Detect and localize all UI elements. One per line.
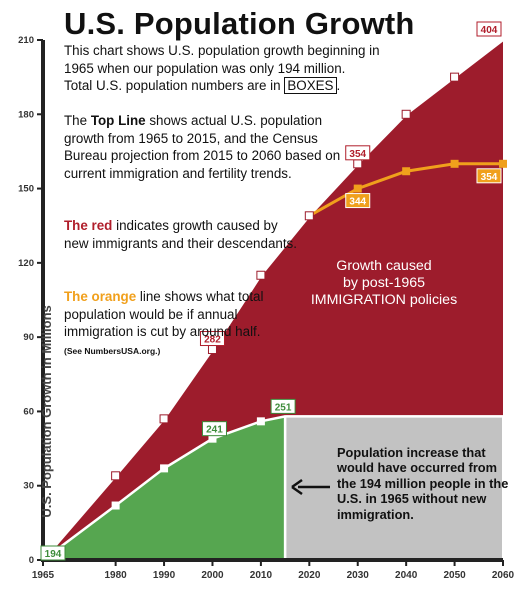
y-tick-label: 0	[29, 555, 34, 566]
red-area-label-line-1: Growth caused	[336, 258, 432, 274]
red-paragraph: The red indicates growth caused by new i…	[64, 217, 304, 252]
orange-line-marker	[353, 184, 362, 193]
intro-line-1: This chart shows U.S. population growth …	[64, 43, 380, 58]
data-label-box	[40, 545, 66, 561]
orange-line-marker	[402, 167, 411, 176]
y-tick-label: 120	[18, 258, 34, 269]
green-line-marker	[160, 464, 169, 473]
chart-title: U.S. Population Growth	[64, 6, 415, 41]
intro-line-3-prefix: Total U.S. population numbers are in	[64, 78, 281, 94]
data-label: 194	[45, 549, 62, 560]
intro-paragraph: This chart shows U.S. population growth …	[64, 42, 444, 95]
chart-lines	[42, 39, 504, 561]
x-tick-label: 2010	[250, 570, 273, 581]
orange-bold: The orange	[64, 289, 137, 304]
y-axis-title: U.S. Population Growth in Millions	[39, 305, 54, 517]
data-label-box	[201, 421, 227, 437]
top-line-marker	[159, 414, 169, 424]
x-tick-label: 2000	[201, 570, 224, 581]
x-tick-label: 2060	[492, 570, 515, 581]
red-area-label: Growth caused by post-1965 IMMIGRATION p…	[284, 258, 484, 309]
y-tick-label: 30	[23, 481, 34, 492]
orange-paragraph: The orange line shows what total populat…	[64, 288, 294, 360]
data-label: 241	[206, 425, 223, 436]
data-label: 344	[349, 197, 366, 208]
x-tick-label: 2030	[347, 570, 370, 581]
chart-markers	[111, 72, 507, 510]
data-label: 404	[481, 25, 498, 36]
chart-axes: 0 30 60 90 120 150 180 210 1965 1980 1990 2000 2010 2…	[18, 35, 514, 581]
data-label: 354	[481, 172, 498, 183]
intro-line-3-suffix: .	[336, 78, 341, 94]
top-line-bold: Top Line	[90, 113, 146, 128]
x-tick-label: 1990	[153, 570, 176, 581]
chart-data-labels: 194 241 251 282 354 404 344 354	[40, 21, 502, 561]
red-bold: The red	[64, 218, 113, 233]
data-label: 251	[275, 402, 292, 413]
data-label: 282	[204, 335, 221, 346]
green-line-marker	[111, 501, 120, 510]
top-line-marker	[304, 211, 314, 221]
x-tick-label: 2050	[443, 570, 466, 581]
green-line-marker	[208, 434, 217, 443]
y-tick-label: 90	[23, 332, 34, 343]
green-baseline-area	[43, 416, 286, 560]
data-label-box	[476, 21, 502, 37]
green-line-marker	[256, 417, 265, 426]
top-line-prefix: The	[64, 113, 88, 128]
x-tick-label: 2020	[298, 570, 321, 581]
x-tick-label: 1980	[105, 570, 128, 581]
grey-area-label: Population increase that would have occu…	[337, 445, 509, 522]
data-label: 354	[349, 149, 366, 160]
data-label-box	[270, 398, 296, 414]
data-label-box	[345, 145, 371, 161]
source-note: (See NumbersUSA.org.)	[64, 345, 161, 356]
intro-line-2: 1965 when our population was only 194 mi…	[64, 60, 346, 76]
top-line-marker	[401, 109, 411, 119]
red-rest: indicates growth caused by new immigrant…	[64, 218, 297, 251]
top-line-paragraph: The Top Line shows actual U.S. populatio…	[64, 112, 364, 182]
orange-line-marker	[450, 159, 459, 168]
y-tick-label: 210	[18, 35, 34, 46]
data-label-box	[345, 193, 371, 209]
top-line-rest: shows actual U.S. population growth from…	[64, 113, 341, 181]
top-line-marker	[256, 270, 266, 280]
red-area-label-line-2: by post-1965	[342, 275, 426, 291]
intro-boxed-word: BOXES	[284, 77, 337, 95]
data-label-box	[476, 168, 502, 184]
orange-rest: line shows what total population would b…	[64, 289, 264, 340]
green-top-line	[42, 415, 286, 561]
top-line-series	[42, 39, 504, 561]
y-tick-label: 180	[18, 109, 34, 120]
red-area-label-line-3: IMMIGRATION policies	[310, 292, 458, 308]
y-tick-label: 60	[23, 406, 34, 417]
data-label-box	[199, 331, 225, 347]
top-line-marker	[111, 471, 121, 481]
x-tick-label: 2040	[395, 570, 418, 581]
top-line-marker	[450, 72, 460, 82]
x-tick-label: 1965	[32, 570, 55, 581]
orange-line-marker	[499, 159, 507, 168]
arrow-head-icon	[291, 478, 303, 496]
y-tick-label: 150	[18, 184, 34, 195]
chart-annotations	[291, 478, 330, 496]
